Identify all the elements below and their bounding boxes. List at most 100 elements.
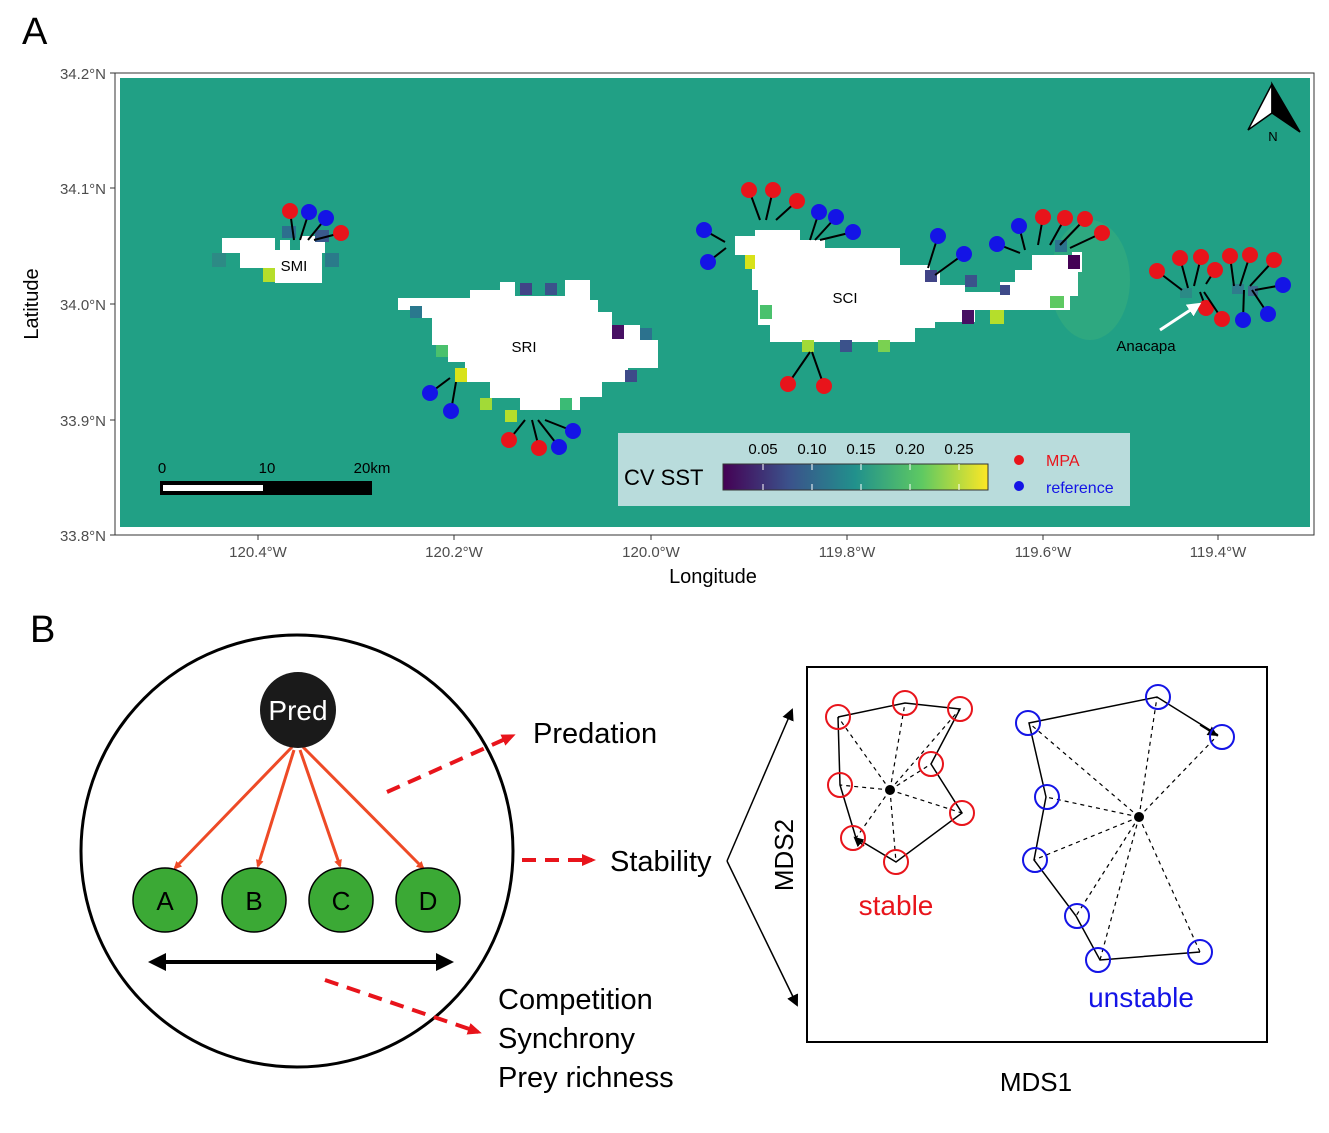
reference-site-marker — [700, 254, 716, 270]
mpa-site-marker — [1035, 209, 1051, 225]
colorbar-tick-label: 0.20 — [895, 441, 924, 458]
colorbar-tick-label: 0.10 — [797, 441, 826, 458]
island-label-smi: SMI — [281, 258, 308, 275]
x-tick-label: 119.8°W — [819, 544, 876, 561]
x-tick-label: 119.6°W — [1015, 544, 1072, 561]
reference-site-marker — [696, 222, 712, 238]
synchrony-label: Synchrony — [498, 1023, 636, 1055]
colorbar-title: CV SST — [624, 465, 703, 490]
prey-node-d — [395, 867, 461, 933]
stable-points — [825, 690, 975, 875]
x-tick-label: 120.0°W — [622, 544, 681, 561]
island-sri — [398, 280, 658, 422]
y-axis: 34.2°N 34.1°N 34.0°N 33.9°N 33.8°N Latit… — [21, 66, 115, 545]
reference-site-marker — [828, 209, 844, 225]
unstable-path — [1028, 696, 1219, 961]
unstable-centroid — [1134, 812, 1144, 822]
mpa-site-marker — [1094, 225, 1110, 241]
colorbar-tick-label: 0.25 — [944, 441, 973, 458]
island-label-sri: SRI — [511, 339, 536, 356]
competition-label: Competition — [498, 984, 653, 1016]
reference-site-marker — [1260, 306, 1276, 322]
reference-site-marker — [956, 246, 972, 262]
y-tick-label: 34.1°N — [60, 181, 106, 198]
competition-arrow — [148, 953, 454, 971]
reference-site-marker — [551, 439, 567, 455]
reference-site-marker — [845, 224, 861, 240]
reference-site-marker — [443, 403, 459, 419]
mpa-site-marker — [1149, 263, 1165, 279]
predator-label: Pred — [268, 695, 327, 726]
y-tick-label: 34.0°N — [60, 297, 106, 314]
prey-label-a: A — [156, 886, 174, 916]
mpa-site-marker — [1057, 210, 1073, 226]
prey-label-c: C — [332, 886, 351, 916]
reference-site-marker — [1275, 277, 1291, 293]
stable-centroid — [885, 785, 895, 795]
unstable-label: unstable — [1088, 982, 1194, 1013]
mpa-site-marker — [1242, 247, 1258, 263]
legend-reference-label: reference — [1046, 480, 1114, 497]
dashed-effect-arrows — [324, 734, 596, 1035]
stable-label: stable — [859, 890, 934, 921]
x-tick-label: 120.4°W — [229, 544, 288, 561]
mpa-site-marker — [333, 225, 349, 241]
x-axis: 120.4°W 120.2°W 120.0°W 119.8°W 119.6°W … — [229, 535, 1247, 588]
reference-site-marker — [930, 228, 946, 244]
y-tick-label: 34.2°N — [60, 66, 106, 83]
scale-bar: 0 10 20km — [158, 460, 391, 495]
stable-trajectory: stable — [825, 690, 975, 921]
colorbar — [722, 463, 989, 491]
panel-b-label: B — [30, 609, 55, 651]
mpa-site-marker — [1077, 211, 1093, 227]
legend-reference-dot — [1014, 481, 1024, 491]
anacapa-label: Anacapa — [1116, 338, 1176, 355]
mpa-site-marker — [1214, 311, 1230, 327]
map-legend: CV SST 0.05 0.10 0.15 0.20 0.25 MPA referenc… — [618, 433, 1130, 506]
community-circle — [79, 633, 515, 1069]
reference-site-marker — [565, 423, 581, 439]
sampling-sites — [282, 182, 1291, 456]
prey-label-d: D — [419, 886, 438, 916]
colorbar-tick-label: 0.05 — [748, 441, 777, 458]
mds1-label: MDS1 — [1000, 1067, 1072, 1097]
mpa-site-marker — [1222, 248, 1238, 264]
stability-bracket-down — [726, 860, 799, 1007]
mpa-site-marker — [780, 376, 796, 392]
y-axis-title: Latitude — [21, 268, 43, 339]
predation-arrows — [173, 745, 425, 870]
legend-mpa-dot — [1014, 455, 1024, 465]
reference-site-marker — [301, 204, 317, 220]
y-tick-label: 33.8°N — [60, 528, 106, 545]
reference-site-marker — [811, 204, 827, 220]
unstable-trajectory: unstable — [1015, 684, 1235, 1013]
unstable-end-arrow — [1199, 724, 1218, 737]
island-smi — [212, 226, 339, 283]
mpa-site-marker — [1198, 300, 1214, 316]
stability-label: Stability — [610, 846, 712, 878]
colorbar-tick-label: 0.15 — [846, 441, 875, 458]
mpa-site-marker — [1172, 250, 1188, 266]
y-tick-label: 33.9°N — [60, 413, 106, 430]
prey-node-c — [308, 867, 374, 933]
unstable-points — [1015, 684, 1235, 973]
x-axis-title: Longitude — [669, 566, 757, 588]
mpa-site-marker — [501, 432, 517, 448]
scalebar-label-20: 20km — [354, 460, 391, 477]
mpa-site-marker — [816, 378, 832, 394]
mpa-site-marker — [531, 440, 547, 456]
stability-bracket-up — [726, 708, 794, 862]
reference-site-marker — [318, 210, 334, 226]
reference-site-marker — [422, 385, 438, 401]
prey-nodes: A B C D — [132, 867, 461, 933]
island-sci — [735, 230, 1082, 352]
reference-site-marker — [1235, 312, 1251, 328]
prey-node-a — [132, 867, 198, 933]
mds2-label: MDS2 — [769, 819, 799, 891]
mpa-site-marker — [1193, 249, 1209, 265]
mpa-site-marker — [789, 193, 805, 209]
predator-node: Pred — [260, 672, 336, 748]
panel-a-label: A — [22, 11, 48, 53]
legend-mpa-label: MPA — [1046, 453, 1080, 470]
